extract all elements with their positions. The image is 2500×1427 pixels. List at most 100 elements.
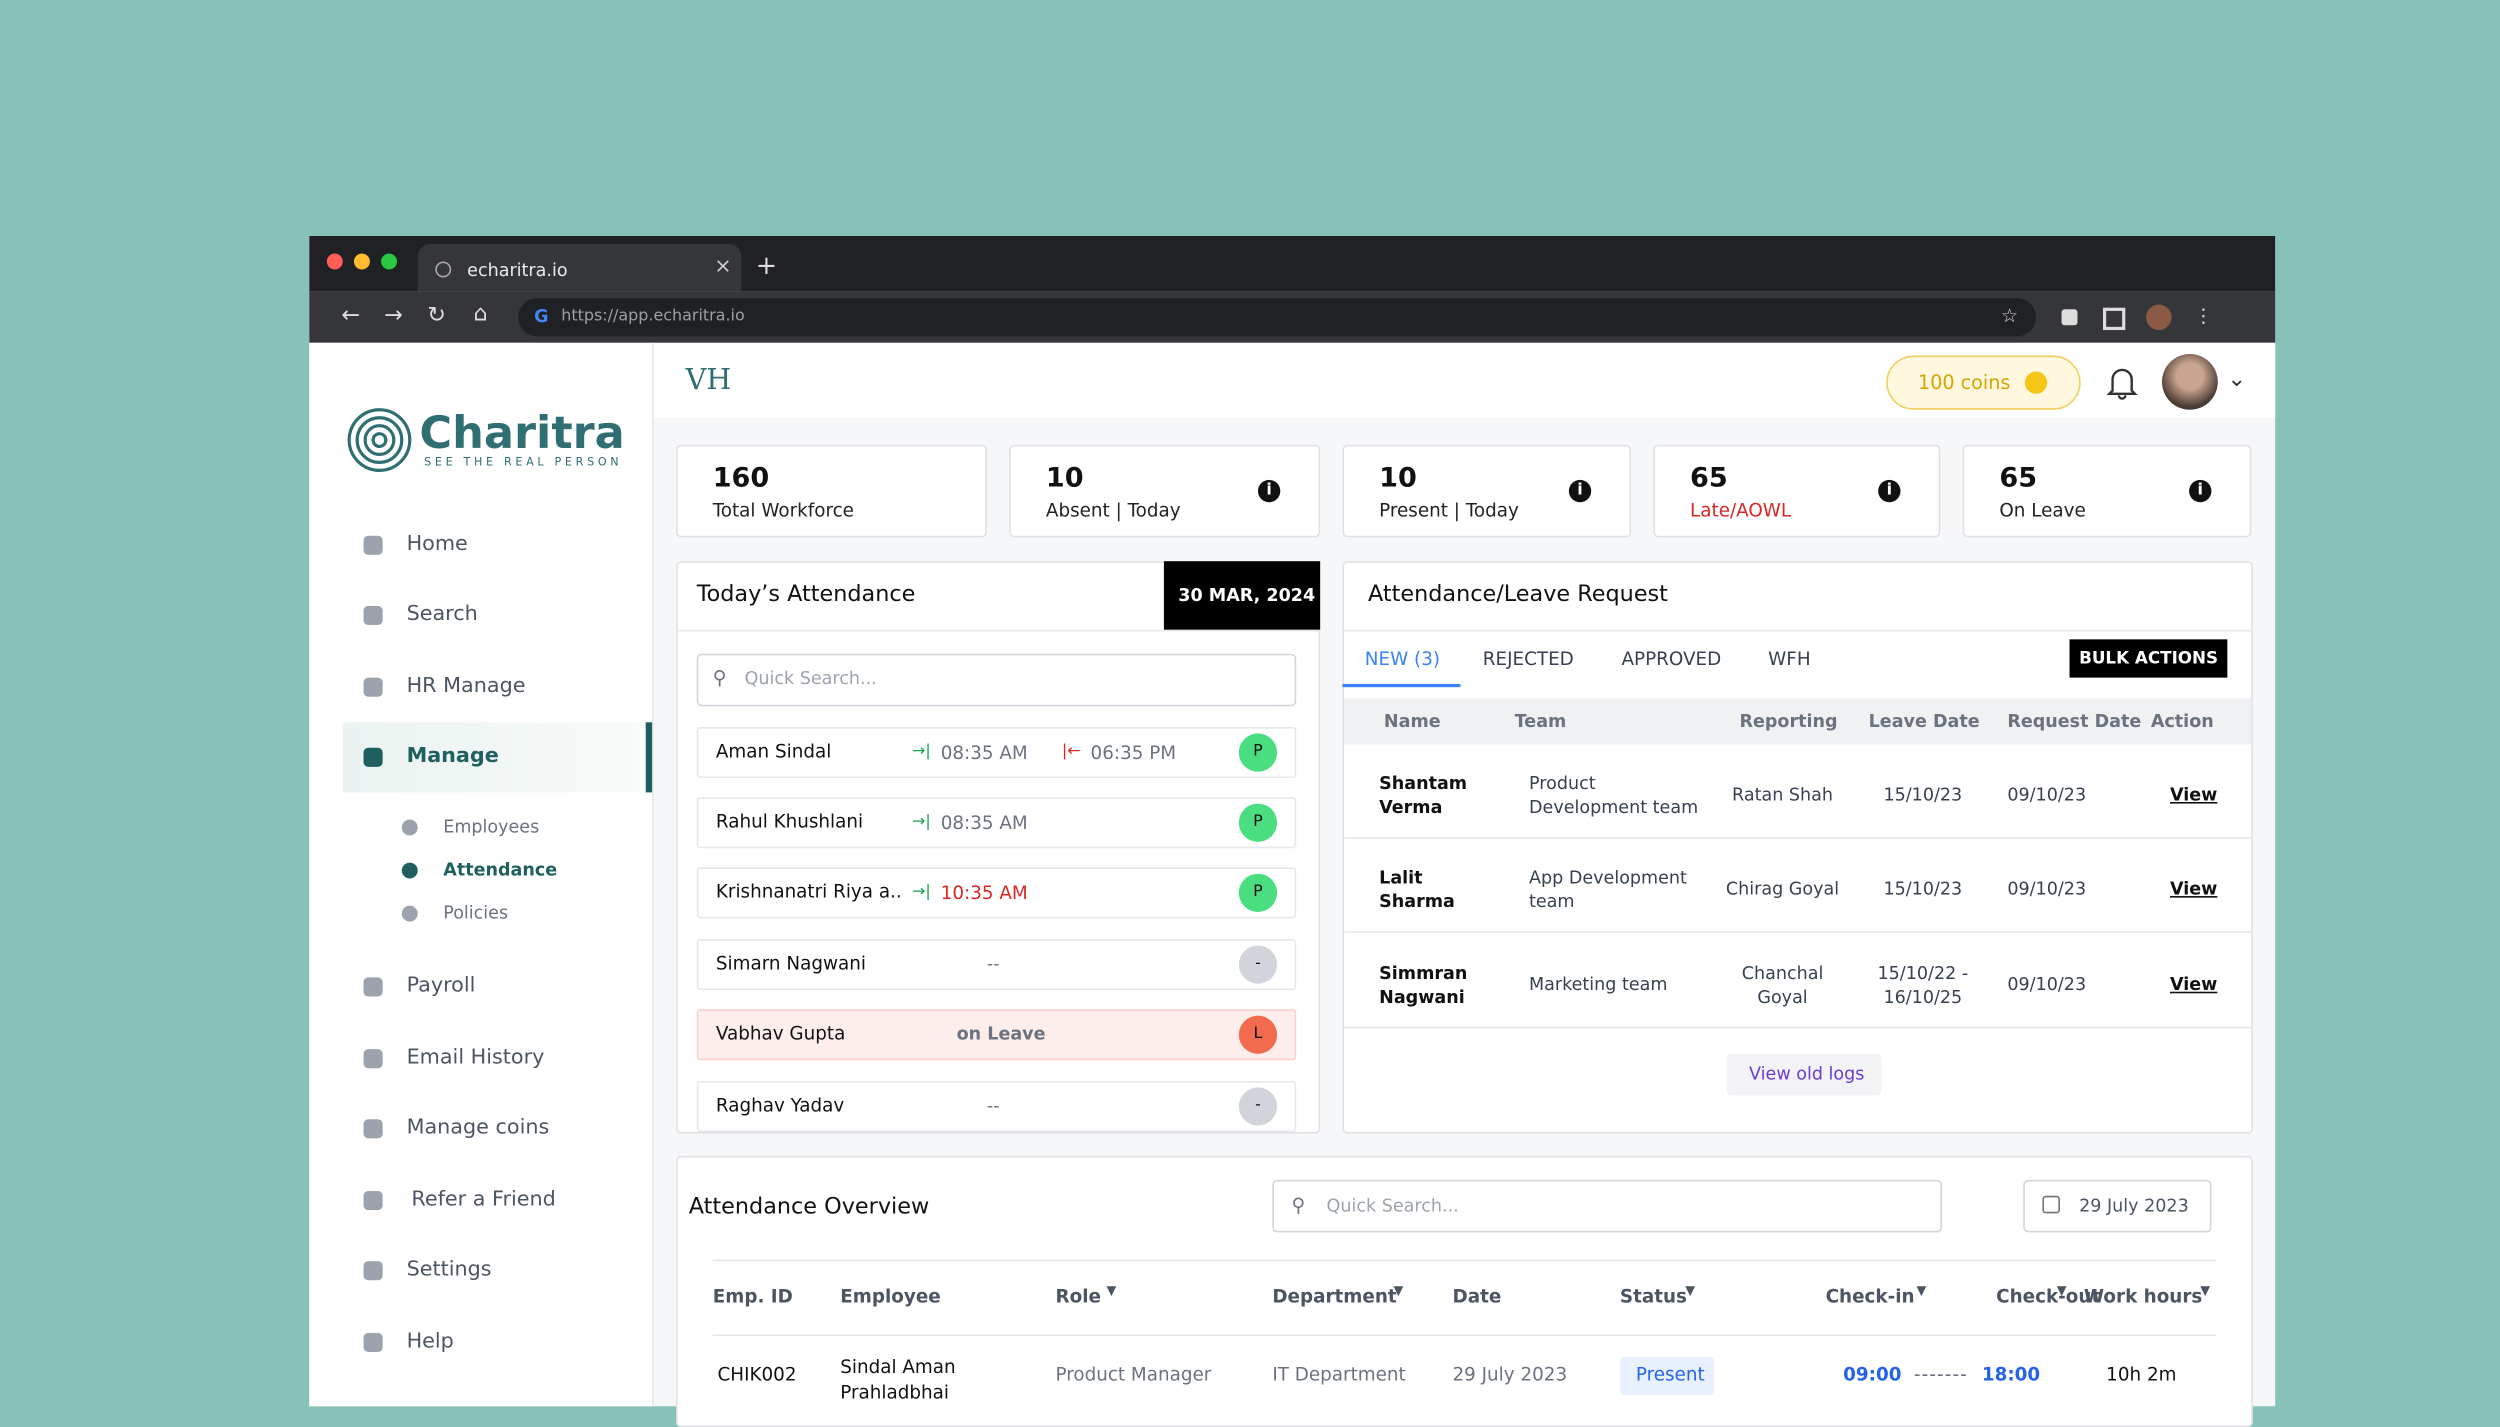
employee-name: Vabhav Gupta (715, 1022, 846, 1045)
nav-icon (363, 1049, 383, 1069)
sub-nav-item[interactable]: Attendance (443, 859, 558, 881)
back[interactable]: ← (341, 302, 360, 329)
sub-nav-icon (401, 862, 418, 879)
attendance-note: -- (986, 953, 1000, 975)
overview-search[interactable] (1272, 1179, 1942, 1233)
column-header: Action (2150, 711, 2214, 732)
check-in: 08:35 AM (940, 741, 1028, 764)
google-icon: G (534, 306, 549, 327)
request-cell: 15/10/23 (1883, 784, 1963, 806)
sort-arrow[interactable]: ▼ (1685, 1283, 1696, 1298)
close-dot[interactable] (326, 253, 343, 270)
overview-cell: CHIK002 (717, 1363, 797, 1386)
sort-arrow[interactable]: ▼ (2056, 1283, 2067, 1298)
view-link[interactable]: View (2169, 974, 2218, 995)
nav-icon (363, 677, 383, 697)
coin-icon (2024, 371, 2048, 394)
attendance-note: on Leave (956, 1023, 1046, 1045)
sort-arrow[interactable]: ▼ (1393, 1283, 1404, 1298)
nav-item[interactable]: Refer a Friend (411, 1187, 556, 1212)
nav-item[interactable]: Help (406, 1329, 454, 1354)
column-header[interactable]: Check-in (1825, 1285, 1915, 1308)
overview-cell: Product Manager (1055, 1363, 1212, 1386)
info-icon[interactable]: i (1878, 479, 1901, 503)
bell[interactable] (2106, 365, 2138, 400)
check-in: 08:35 AM (940, 811, 1028, 834)
nav-item[interactable]: Home (406, 532, 468, 557)
nav-item[interactable]: Email History (406, 1045, 545, 1070)
side-panel[interactable] (2102, 307, 2126, 331)
stat-value: 10 (1045, 462, 1084, 495)
date-picker[interactable] (2023, 1179, 2212, 1233)
overview-search-placeholder: Quick Search... (1326, 1195, 1459, 1217)
sidebar (309, 342, 654, 1407)
sort-arrow[interactable]: ▼ (1106, 1283, 1117, 1298)
max-dot[interactable] (381, 253, 398, 270)
nav-icon (363, 977, 383, 997)
request-tab[interactable]: APPROVED (1621, 647, 1722, 670)
column-header: Reporting (1739, 711, 1838, 732)
column-header: Team (1514, 711, 1567, 732)
tab-close[interactable]: × (714, 255, 732, 280)
request-cell: 15/10/22 - 16/10/25 (1877, 963, 1969, 1008)
requests-title: Attendance/Leave Request (1367, 581, 1668, 608)
stat-label: On Leave (1999, 499, 2086, 522)
column-header[interactable]: Department (1272, 1285, 1397, 1308)
coins-pill[interactable] (1886, 355, 2081, 410)
nav-item[interactable]: Manage coins (406, 1116, 550, 1140)
column-header[interactable]: Role (1055, 1285, 1101, 1308)
nav-item[interactable]: Search (406, 602, 478, 627)
nav-icon (363, 747, 383, 767)
avatar[interactable] (2161, 353, 2218, 410)
info-icon[interactable]: i (1568, 479, 1592, 503)
request-cell: App Development team (1529, 867, 1687, 912)
request-tab[interactable]: NEW (3) (1364, 647, 1441, 670)
profile[interactable] (2146, 304, 2172, 331)
view-link[interactable]: View (2169, 878, 2218, 900)
info-icon[interactable]: i (1257, 479, 1281, 503)
sort-arrow[interactable]: ▼ (1916, 1283, 1927, 1298)
sub-nav-item[interactable]: Policies (443, 902, 509, 924)
stat-value: 65 (1690, 462, 1728, 495)
view-link[interactable]: View (2169, 784, 2218, 806)
min-dot[interactable] (353, 253, 370, 270)
row-divider (1344, 837, 2252, 839)
column-header: Request Date (2007, 711, 2142, 732)
check-out: 06:35 PM (1090, 741, 1177, 764)
column-header[interactable]: Status (1619, 1285, 1687, 1308)
search-box[interactable] (696, 653, 1297, 707)
address-bar[interactable] (518, 298, 2037, 337)
nav-item[interactable]: Settings (406, 1257, 492, 1282)
bookmark[interactable]: ☆ (2000, 304, 2019, 327)
search-placeholder: Quick Search... (744, 668, 877, 689)
request-tab[interactable]: REJECTED (1482, 647, 1574, 670)
menu[interactable]: ⋮ (2193, 304, 2214, 327)
overview-cell: Present (1635, 1363, 1705, 1386)
tab[interactable] (417, 243, 742, 292)
attendance-title: Today’s Attendance (696, 581, 916, 608)
nav-icon (363, 535, 383, 555)
nav-item[interactable]: Manage (406, 744, 499, 769)
stat-label: Absent | Today (1045, 499, 1181, 522)
request-tab[interactable]: WFH (1768, 647, 1811, 670)
nav-icon (363, 605, 383, 626)
sort-arrow[interactable]: ▼ (2200, 1283, 2211, 1298)
home[interactable]: ⌂ (473, 301, 488, 327)
sub-nav-item[interactable]: Employees (443, 816, 540, 838)
tab-title: echaritra.io (467, 259, 568, 281)
table-header (1344, 698, 2252, 745)
bulk-button[interactable] (2069, 639, 2228, 678)
account-chevron[interactable]: ⌄ (2227, 366, 2247, 393)
tab-icon (435, 261, 452, 278)
info-icon[interactable]: i (2189, 479, 2212, 503)
nav-item[interactable]: HR Manage (406, 674, 526, 699)
nav-item[interactable]: Payroll (406, 974, 476, 999)
extensions[interactable] (2061, 309, 2078, 326)
view-old-button[interactable] (1726, 1053, 1882, 1096)
new-tab[interactable]: + (755, 250, 778, 281)
reload[interactable]: ↻ (427, 302, 447, 329)
forward[interactable]: → (384, 302, 403, 329)
column-header[interactable]: Work hours (2083, 1285, 2203, 1308)
column-header[interactable]: Check-out (1996, 1285, 2101, 1308)
